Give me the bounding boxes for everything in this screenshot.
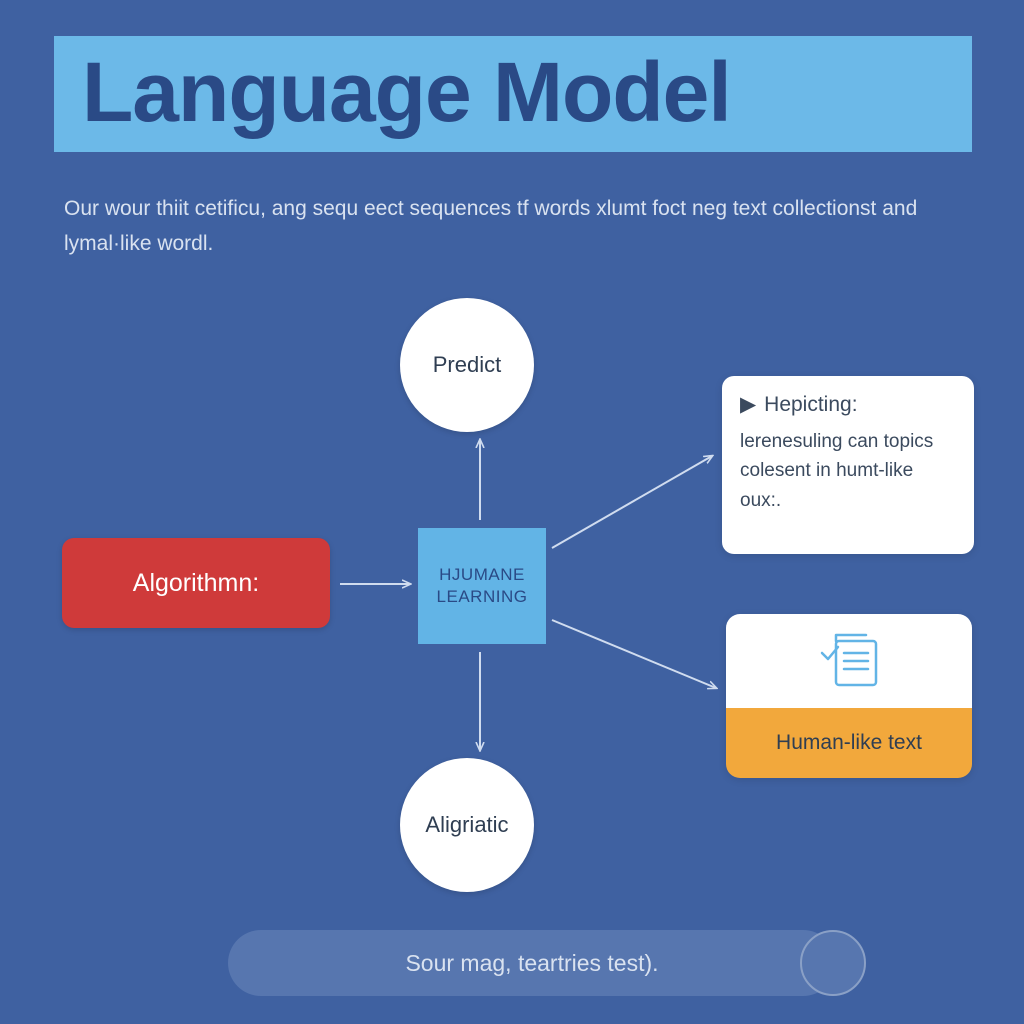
callout-header-text: Hepicting: bbox=[764, 393, 857, 417]
footer-pill-text: Sour mag, teartries test). bbox=[405, 950, 658, 977]
infographic-canvas: Language Model Our wour thiit cetificu, … bbox=[0, 0, 1024, 1024]
footer-pill-overlap-circle bbox=[800, 930, 866, 996]
footer-pill: Sour mag, teartries test). bbox=[228, 930, 836, 996]
node-algorithm-label: Algorithmn: bbox=[133, 569, 259, 598]
node-predict: Predict bbox=[400, 298, 534, 432]
arrow-center-to-callout bbox=[552, 456, 712, 548]
node-center-label-2: LEARNING bbox=[437, 586, 528, 608]
node-predict-label: Predict bbox=[433, 352, 501, 378]
output-card-label-area: Human-like text bbox=[726, 708, 972, 778]
callout-box: ▶ Hepicting: lerenesuling can topics col… bbox=[722, 376, 974, 554]
callout-body-text: lerenesuling can topics colesent in humt… bbox=[740, 427, 956, 515]
document-check-icon bbox=[816, 633, 882, 689]
output-card-label: Human-like text bbox=[776, 731, 922, 755]
output-card-icon-area bbox=[726, 614, 972, 708]
title-text: Language Model bbox=[82, 44, 944, 141]
output-card: Human-like text bbox=[726, 614, 972, 778]
arrow-center-to-card bbox=[552, 620, 716, 688]
title-bar: Language Model bbox=[54, 36, 972, 152]
play-icon: ▶ bbox=[740, 392, 756, 417]
node-algorithm: Algorithmn: bbox=[62, 538, 330, 628]
node-center: HJUMANE LEARNING bbox=[418, 528, 546, 644]
callout-header: ▶ Hepicting: bbox=[740, 392, 956, 417]
node-center-label-1: HJUMANE bbox=[439, 564, 525, 586]
description-text: Our wour thiit cetificu, ang sequ eect s… bbox=[64, 192, 944, 261]
node-aligriatic: Aligriatic bbox=[400, 758, 534, 892]
node-aligriatic-label: Aligriatic bbox=[425, 812, 508, 838]
